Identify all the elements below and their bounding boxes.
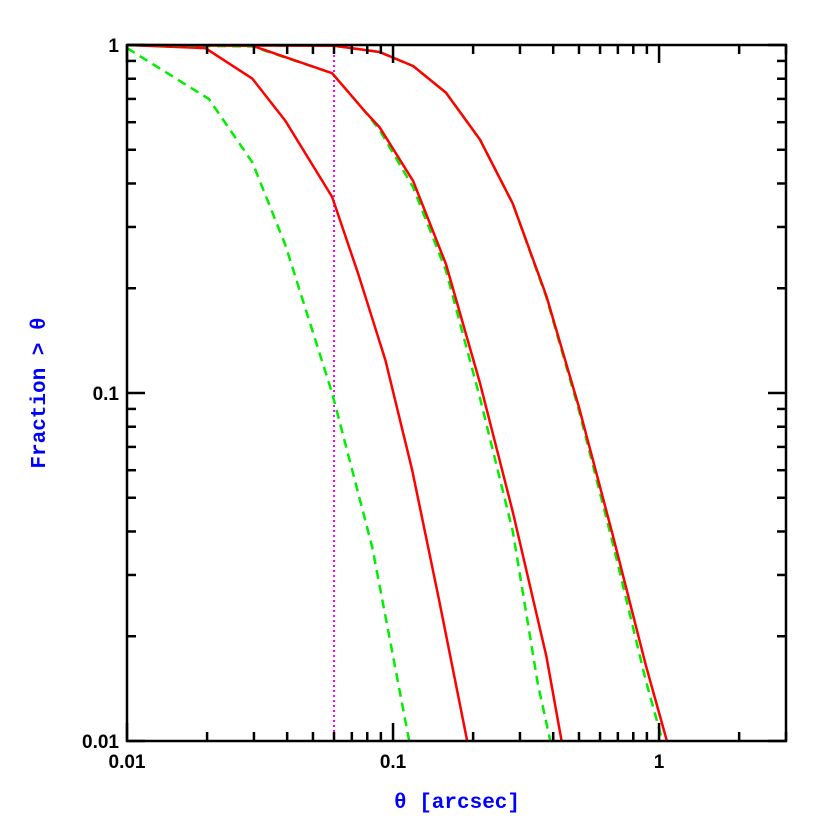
- x-tick-label: 1: [654, 752, 665, 773]
- x-axis-label: θ [arcsec]: [394, 792, 520, 815]
- dashed-curve-1: [126, 47, 411, 742]
- y-tick-label: 0.01: [82, 732, 119, 753]
- dashed-curve-3: [126, 43, 552, 742]
- solid-curve-2: [126, 43, 469, 742]
- x-tick-label: 0.1: [380, 752, 407, 773]
- plot-frame: [125, 43, 788, 743]
- solid-curve-4: [126, 43, 563, 742]
- plot-marks: [126, 43, 669, 742]
- solid-curve-6: [126, 43, 669, 742]
- x-tick-label: 0.01: [109, 752, 146, 773]
- y-axis-label: Fraction > θ: [29, 317, 52, 468]
- y-tick-label: 0.1: [93, 384, 120, 405]
- y-tick-label: 1: [108, 36, 119, 57]
- axes: 0.01 0.1 1 0.01 0.1 1: [82, 36, 788, 773]
